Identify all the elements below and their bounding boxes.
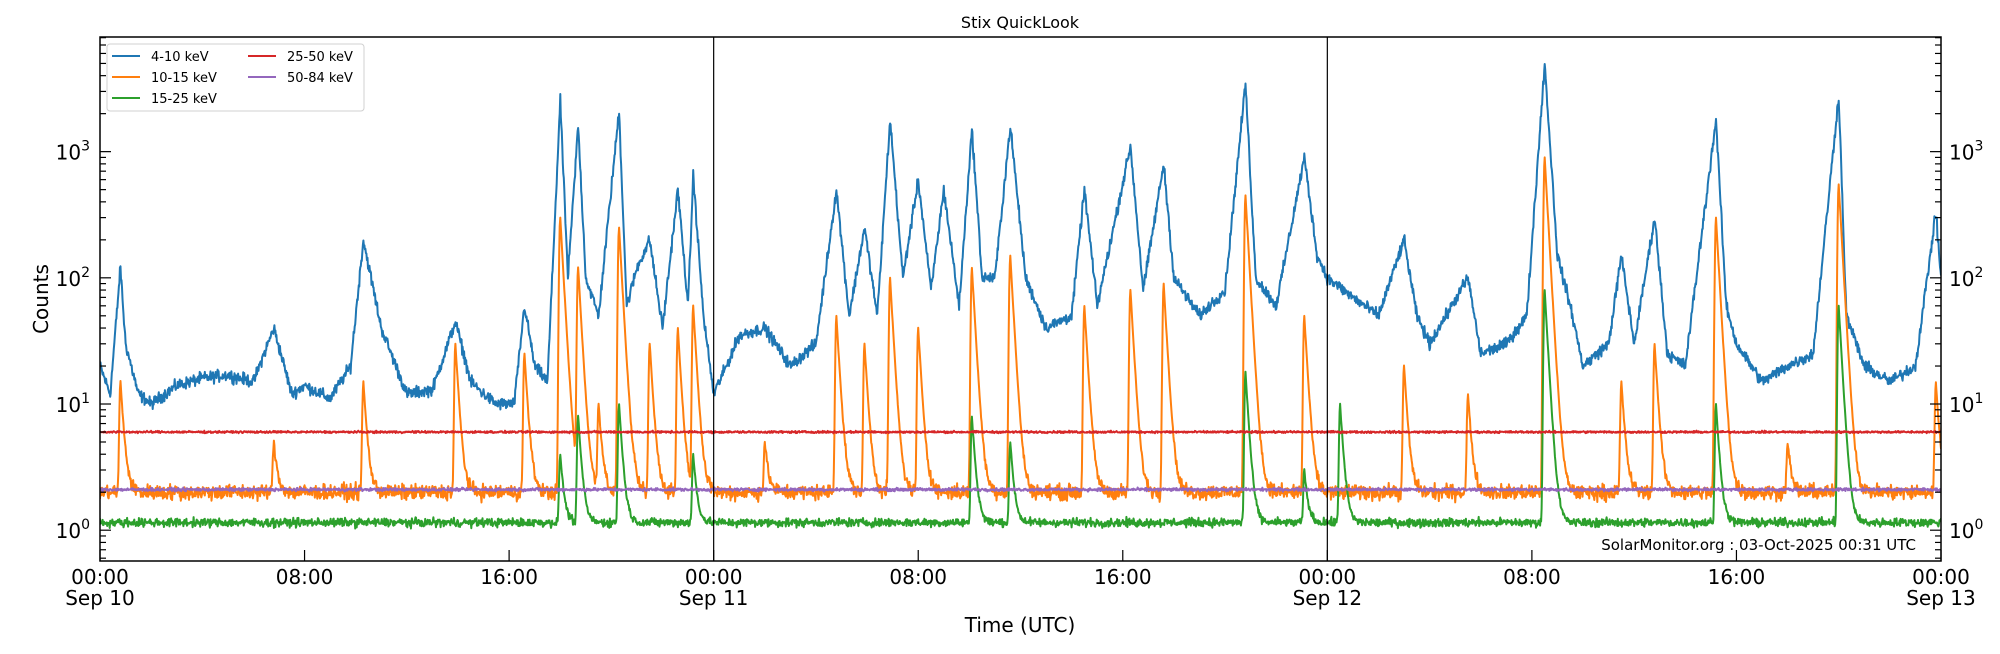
x-tick-date-label: Sep 12 <box>1293 586 1363 610</box>
x-tick-label: 00:00 <box>71 565 129 589</box>
x-tick-date-label: Sep 10 <box>65 586 135 610</box>
y-tick-label-right: 103 <box>1949 139 1983 165</box>
x-tick-date-label: Sep 13 <box>1906 586 1976 610</box>
y-axis-label: Counts <box>29 264 53 334</box>
x-tick-label: 00:00 <box>685 565 743 589</box>
plot-frame <box>99 36 1942 562</box>
x-tick-label: 00:00 <box>1912 565 1970 589</box>
y-tick-label-right: 101 <box>1949 391 1983 417</box>
x-tick-label: 08:00 <box>889 565 947 589</box>
x-axis-label: Time (UTC) <box>964 613 1076 637</box>
x-tick-date-label: Sep 11 <box>679 586 749 610</box>
legend-label: 10-15 keV <box>151 71 217 86</box>
y-tick-label-right: 102 <box>1949 265 1983 291</box>
x-tick-label: 16:00 <box>1094 565 1152 589</box>
x-tick-label: 16:00 <box>1708 565 1766 589</box>
legend-label: 25-50 keV <box>287 50 353 65</box>
y-tick-label-left: 102 <box>56 265 90 291</box>
y-tick-label-left: 101 <box>56 391 90 417</box>
chart-title: Stix QuickLook <box>961 13 1080 32</box>
legend-label: 50-84 keV <box>287 71 353 86</box>
series-line-25-50-kev <box>100 429 1941 435</box>
series-layer <box>100 63 1941 530</box>
x-tick-label: 08:00 <box>276 565 334 589</box>
series-line-4-10-kev <box>100 63 1941 411</box>
series-line-50-84-kev <box>100 486 1941 493</box>
watermark-annotation: SolarMonitor.org : 03-Oct-2025 00:31 UTC <box>1601 536 1916 554</box>
y-tick-label-left: 103 <box>56 139 90 165</box>
x-tick-label: 08:00 <box>1503 565 1561 589</box>
series-line-15-25-kev <box>100 289 1941 530</box>
legend-label: 4-10 keV <box>151 50 209 65</box>
legend: 4-10 keV 10-15 keV 15-25 keV 25-50 keV 50-84… <box>106 43 365 112</box>
legend-frame <box>106 43 365 112</box>
x-tick-label: 00:00 <box>1299 565 1357 589</box>
x-tick-label: 16:00 <box>480 565 538 589</box>
y-tick-label-right: 100 <box>1949 517 1983 543</box>
y-tick-label-left: 100 <box>56 517 90 543</box>
legend-label: 15-25 keV <box>151 92 217 107</box>
